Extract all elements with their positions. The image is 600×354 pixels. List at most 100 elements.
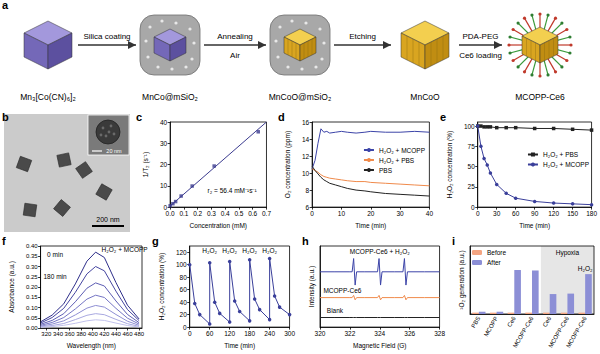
svg-text:Etching: Etching: [349, 32, 376, 41]
svg-text:0: 0: [471, 204, 475, 211]
svg-text:Time (min): Time (min): [519, 222, 550, 230]
svg-text:Time (min): Time (min): [224, 342, 255, 350]
svg-text:0.15: 0.15: [26, 294, 38, 300]
svg-text:50: 50: [468, 163, 476, 170]
svg-text:Ce6: Ce6: [542, 315, 553, 328]
svg-text:H₂O₂ + PBS: H₂O₂ + PBS: [379, 157, 415, 164]
svg-text:100: 100: [464, 123, 475, 130]
svg-text:120: 120: [548, 210, 559, 217]
svg-text:180: 180: [244, 330, 255, 337]
svg-text:200 nm: 200 nm: [96, 216, 120, 223]
svg-text:H₂O₂ + MCOPP: H₂O₂ + MCOPP: [379, 147, 425, 154]
svg-text:MCOPP-Ce6: MCOPP-Ce6: [323, 287, 361, 294]
svg-text:0: 0: [310, 210, 314, 217]
svg-text:16: 16: [302, 119, 310, 126]
svg-text:326: 326: [404, 330, 415, 337]
svg-text:0.3: 0.3: [207, 210, 216, 217]
svg-text:O₂ concentration (ppm): O₂ concentration (ppm): [284, 131, 292, 198]
svg-text:180 min: 180 min: [44, 273, 68, 280]
svg-text:420: 420: [99, 331, 110, 337]
svg-text:0: 0: [183, 324, 187, 331]
svg-text:480: 480: [134, 331, 145, 337]
svg-text:Intensity (a.u.): Intensity (a.u.): [308, 266, 316, 307]
svg-text:Wavelength (nm): Wavelength (nm): [67, 342, 116, 350]
svg-text:320: 320: [315, 330, 326, 337]
svg-text:340: 340: [53, 331, 64, 337]
svg-text:180: 180: [586, 210, 597, 217]
svg-text:40: 40: [180, 299, 188, 306]
svg-text:Absorbance (a.u.): Absorbance (a.u.): [8, 261, 16, 313]
svg-text:324: 324: [374, 330, 385, 337]
svg-text:1/T₂ (s⁻¹): 1/T₂ (s⁻¹): [142, 152, 150, 177]
svg-text:PBS: PBS: [379, 167, 393, 174]
svg-text:MnCoO@mSiO₂: MnCoO@mSiO₂: [269, 92, 331, 102]
svg-text:20: 20: [367, 210, 375, 217]
svg-text:Magnetic Field (G): Magnetic Field (G): [353, 342, 406, 350]
svg-text:PDA-PEG: PDA-PEG: [462, 32, 498, 41]
svg-text:Ce6 loading: Ce6 loading: [459, 51, 502, 60]
svg-text:20: 20: [160, 161, 168, 168]
svg-text:H₂O₂ + MCOPP: H₂O₂ + MCOPP: [102, 246, 148, 253]
svg-text:¹O₂ generation (a.u.): ¹O₂ generation (a.u.): [458, 250, 466, 309]
svg-text:10: 10: [302, 170, 310, 177]
svg-text:6: 6: [306, 204, 310, 211]
svg-text:90: 90: [531, 210, 539, 217]
svg-text:0.2: 0.2: [193, 210, 202, 217]
svg-text:30: 30: [160, 140, 168, 147]
svg-text:H₂O₂: H₂O₂: [242, 247, 257, 254]
svg-text:Concentration (mM): Concentration (mM): [190, 222, 247, 230]
svg-text:0.7: 0.7: [262, 210, 271, 217]
svg-text:0.0: 0.0: [166, 210, 175, 217]
svg-text:MCOPP-Ce6: MCOPP-Ce6: [565, 315, 588, 349]
svg-text:Annealing: Annealing: [217, 32, 253, 41]
svg-text:H₂O₂: H₂O₂: [262, 247, 277, 254]
svg-text:0: 0: [188, 330, 192, 337]
svg-text:MCOPP-Ce6: MCOPP-Ce6: [515, 92, 565, 102]
svg-text:8: 8: [306, 187, 310, 194]
svg-text:Hypoxia: Hypoxia: [556, 249, 580, 257]
svg-text:400: 400: [88, 331, 99, 337]
svg-text:0.6: 0.6: [248, 210, 257, 217]
svg-text:300: 300: [284, 330, 295, 337]
svg-text:0.30: 0.30: [26, 264, 38, 270]
svg-text:MCOPP-Ce6 + H₂O₂: MCOPP-Ce6 + H₂O₂: [350, 248, 411, 255]
svg-text:Before: Before: [487, 249, 507, 256]
svg-text:320: 320: [41, 331, 52, 337]
svg-text:PBS: PBS: [470, 315, 481, 328]
svg-text:20 nm: 20 nm: [106, 148, 122, 154]
svg-text:0 min: 0 min: [47, 251, 63, 258]
svg-text:Air: Air: [230, 51, 240, 60]
svg-text:H₂O₂ + MCOPP: H₂O₂ + MCOPP: [543, 161, 589, 168]
svg-text:0.10: 0.10: [26, 305, 38, 311]
svg-text:360: 360: [65, 331, 76, 337]
svg-text:MCOPP-Ce6: MCOPP-Ce6: [512, 315, 535, 349]
svg-text:150: 150: [567, 210, 578, 217]
svg-text:80: 80: [180, 274, 188, 281]
svg-text:r₂ = 56.4 mM⁻¹s⁻¹: r₂ = 56.4 mM⁻¹s⁻¹: [208, 187, 258, 194]
svg-text:14: 14: [302, 136, 310, 143]
svg-text:60: 60: [512, 210, 520, 217]
svg-text:100: 100: [176, 261, 187, 268]
svg-text:MnCo@mSiO₂: MnCo@mSiO₂: [142, 92, 198, 102]
svg-text:20: 20: [180, 311, 188, 318]
svg-text:380: 380: [76, 331, 87, 337]
svg-text:10: 10: [160, 182, 168, 189]
svg-text:10: 10: [338, 210, 346, 217]
svg-text:Ce6: Ce6: [506, 315, 517, 328]
svg-text:75: 75: [468, 143, 476, 150]
svg-text:H₂O₂: H₂O₂: [222, 247, 237, 254]
svg-text:0.40: 0.40: [26, 243, 38, 249]
svg-text:H₂O₂ + PBS: H₂O₂ + PBS: [543, 151, 579, 158]
svg-text:440: 440: [111, 331, 122, 337]
svg-text:H₂O₂ concentration (%): H₂O₂ concentration (%): [158, 253, 166, 321]
svg-text:30: 30: [493, 210, 501, 217]
svg-text:0.05: 0.05: [26, 315, 38, 321]
svg-text:30: 30: [396, 210, 404, 217]
svg-text:Time (min): Time (min): [355, 222, 386, 230]
svg-text:328: 328: [434, 330, 445, 337]
svg-text:460: 460: [123, 331, 134, 337]
svg-text:0.00: 0.00: [26, 325, 38, 331]
svg-text:240: 240: [264, 330, 275, 337]
svg-text:40: 40: [426, 210, 434, 217]
svg-text:H₂O₂ concentration (%): H₂O₂ concentration (%): [446, 131, 454, 199]
